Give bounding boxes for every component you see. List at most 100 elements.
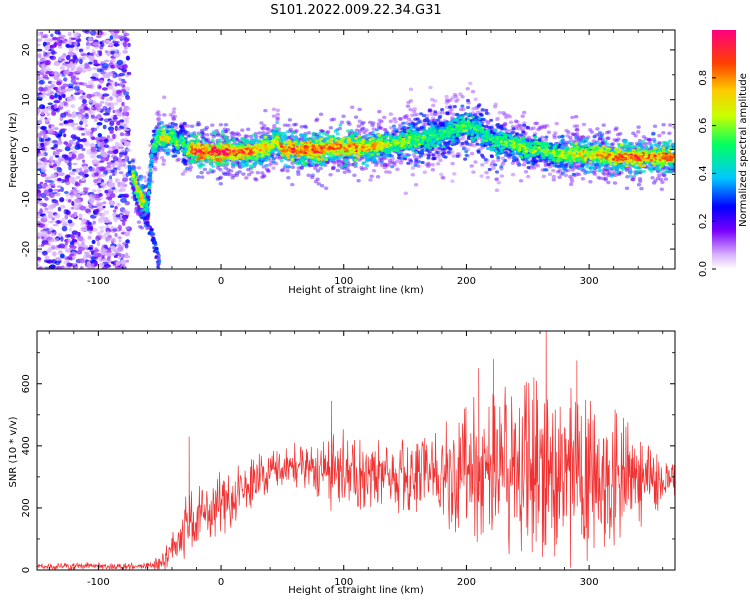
track-dot [570, 115, 575, 120]
noise-dot [37, 192, 42, 197]
noise-dot [91, 73, 99, 78]
noise-dot [47, 80, 53, 84]
noise-dot [121, 214, 129, 220]
track-dot [139, 226, 145, 230]
track-dot [271, 107, 277, 112]
noise-dot [80, 69, 87, 73]
track-dot [452, 105, 457, 109]
track-dot [341, 114, 346, 119]
track-dot [398, 161, 404, 165]
noise-dot [61, 217, 65, 223]
noise-dot [107, 150, 115, 154]
branch-dot [149, 228, 154, 232]
noise-dot [53, 127, 59, 131]
noise-dot [88, 198, 95, 204]
noise-dot [60, 204, 66, 209]
noise-dot [96, 241, 101, 247]
noise-dot [95, 236, 101, 242]
noise-dot [72, 82, 79, 85]
track-dot [314, 118, 319, 123]
noise-dot [64, 146, 71, 152]
noise-dot [53, 203, 57, 207]
track-dot [444, 94, 449, 99]
noise-dot [115, 112, 120, 116]
noise-dot [119, 106, 123, 113]
track-dot [166, 152, 171, 156]
track-dot [542, 124, 547, 128]
noise-dot [86, 263, 93, 269]
track-dot [523, 170, 529, 174]
noise-dot [87, 247, 94, 250]
noise-dot [113, 161, 121, 166]
noise-dot [84, 124, 89, 127]
track-dot [139, 174, 144, 178]
noise-dot [70, 67, 75, 72]
track-dot [518, 179, 524, 183]
noise-dot [48, 157, 54, 163]
noise-dot [122, 50, 128, 54]
noise-dot [99, 196, 104, 200]
track-dot [661, 131, 666, 135]
noise-dot [44, 38, 52, 43]
noise-dot [40, 236, 45, 239]
noise-dot [67, 51, 74, 56]
track-dot [368, 178, 373, 182]
noise-dot [93, 210, 99, 215]
noise-dot [37, 108, 41, 114]
noise-dot [60, 86, 66, 90]
track-dot [515, 132, 519, 136]
track-dot [364, 128, 369, 132]
noise-dot [97, 84, 102, 90]
track-dot [636, 125, 641, 129]
track-dot [255, 170, 260, 175]
track-dot [408, 87, 414, 92]
noise-dot [112, 209, 117, 213]
track-dot [569, 179, 575, 184]
noise-dot [70, 37, 77, 41]
track-dot [175, 158, 180, 163]
noise-dot [122, 41, 128, 48]
noise-dot [95, 203, 100, 208]
track-dot [275, 117, 280, 122]
track-dot [424, 148, 429, 152]
track-dot [285, 169, 290, 173]
noise-dot [68, 244, 75, 248]
track-dot [359, 165, 364, 170]
noise-dot [44, 197, 49, 201]
track-dot [375, 174, 381, 179]
track-dot [430, 97, 435, 102]
track-dot [353, 162, 358, 166]
noise-dot [65, 61, 71, 65]
track-dot [271, 114, 277, 118]
track-dot [234, 171, 240, 175]
track-dot [359, 127, 365, 131]
track-dot [413, 182, 419, 187]
track-dot [138, 177, 143, 181]
noise-dot [114, 81, 118, 87]
noise-dot [87, 129, 93, 133]
track-dot [196, 120, 201, 125]
noise-dot [73, 263, 77, 266]
noise-dot [82, 165, 88, 170]
track-dot [455, 154, 460, 158]
noise-dot [83, 119, 88, 124]
noise-dot [71, 206, 75, 210]
noise-dot [88, 203, 93, 209]
track-dot [563, 167, 568, 171]
track-dot [161, 162, 166, 166]
noise-dot [38, 266, 43, 269]
noise-dot [59, 101, 65, 108]
noise-dot [39, 104, 45, 110]
noise-dot [65, 248, 72, 253]
noise-dot [92, 252, 99, 257]
track-dot [352, 173, 357, 177]
track-dot [522, 110, 527, 115]
track-dot [199, 170, 204, 175]
noise-dot [69, 253, 75, 257]
noise-dot [49, 165, 54, 169]
noise-dot [109, 48, 117, 52]
track-dot [136, 166, 142, 170]
noise-dot [98, 193, 103, 197]
track-dot [408, 107, 413, 112]
noise-dot [67, 238, 71, 243]
